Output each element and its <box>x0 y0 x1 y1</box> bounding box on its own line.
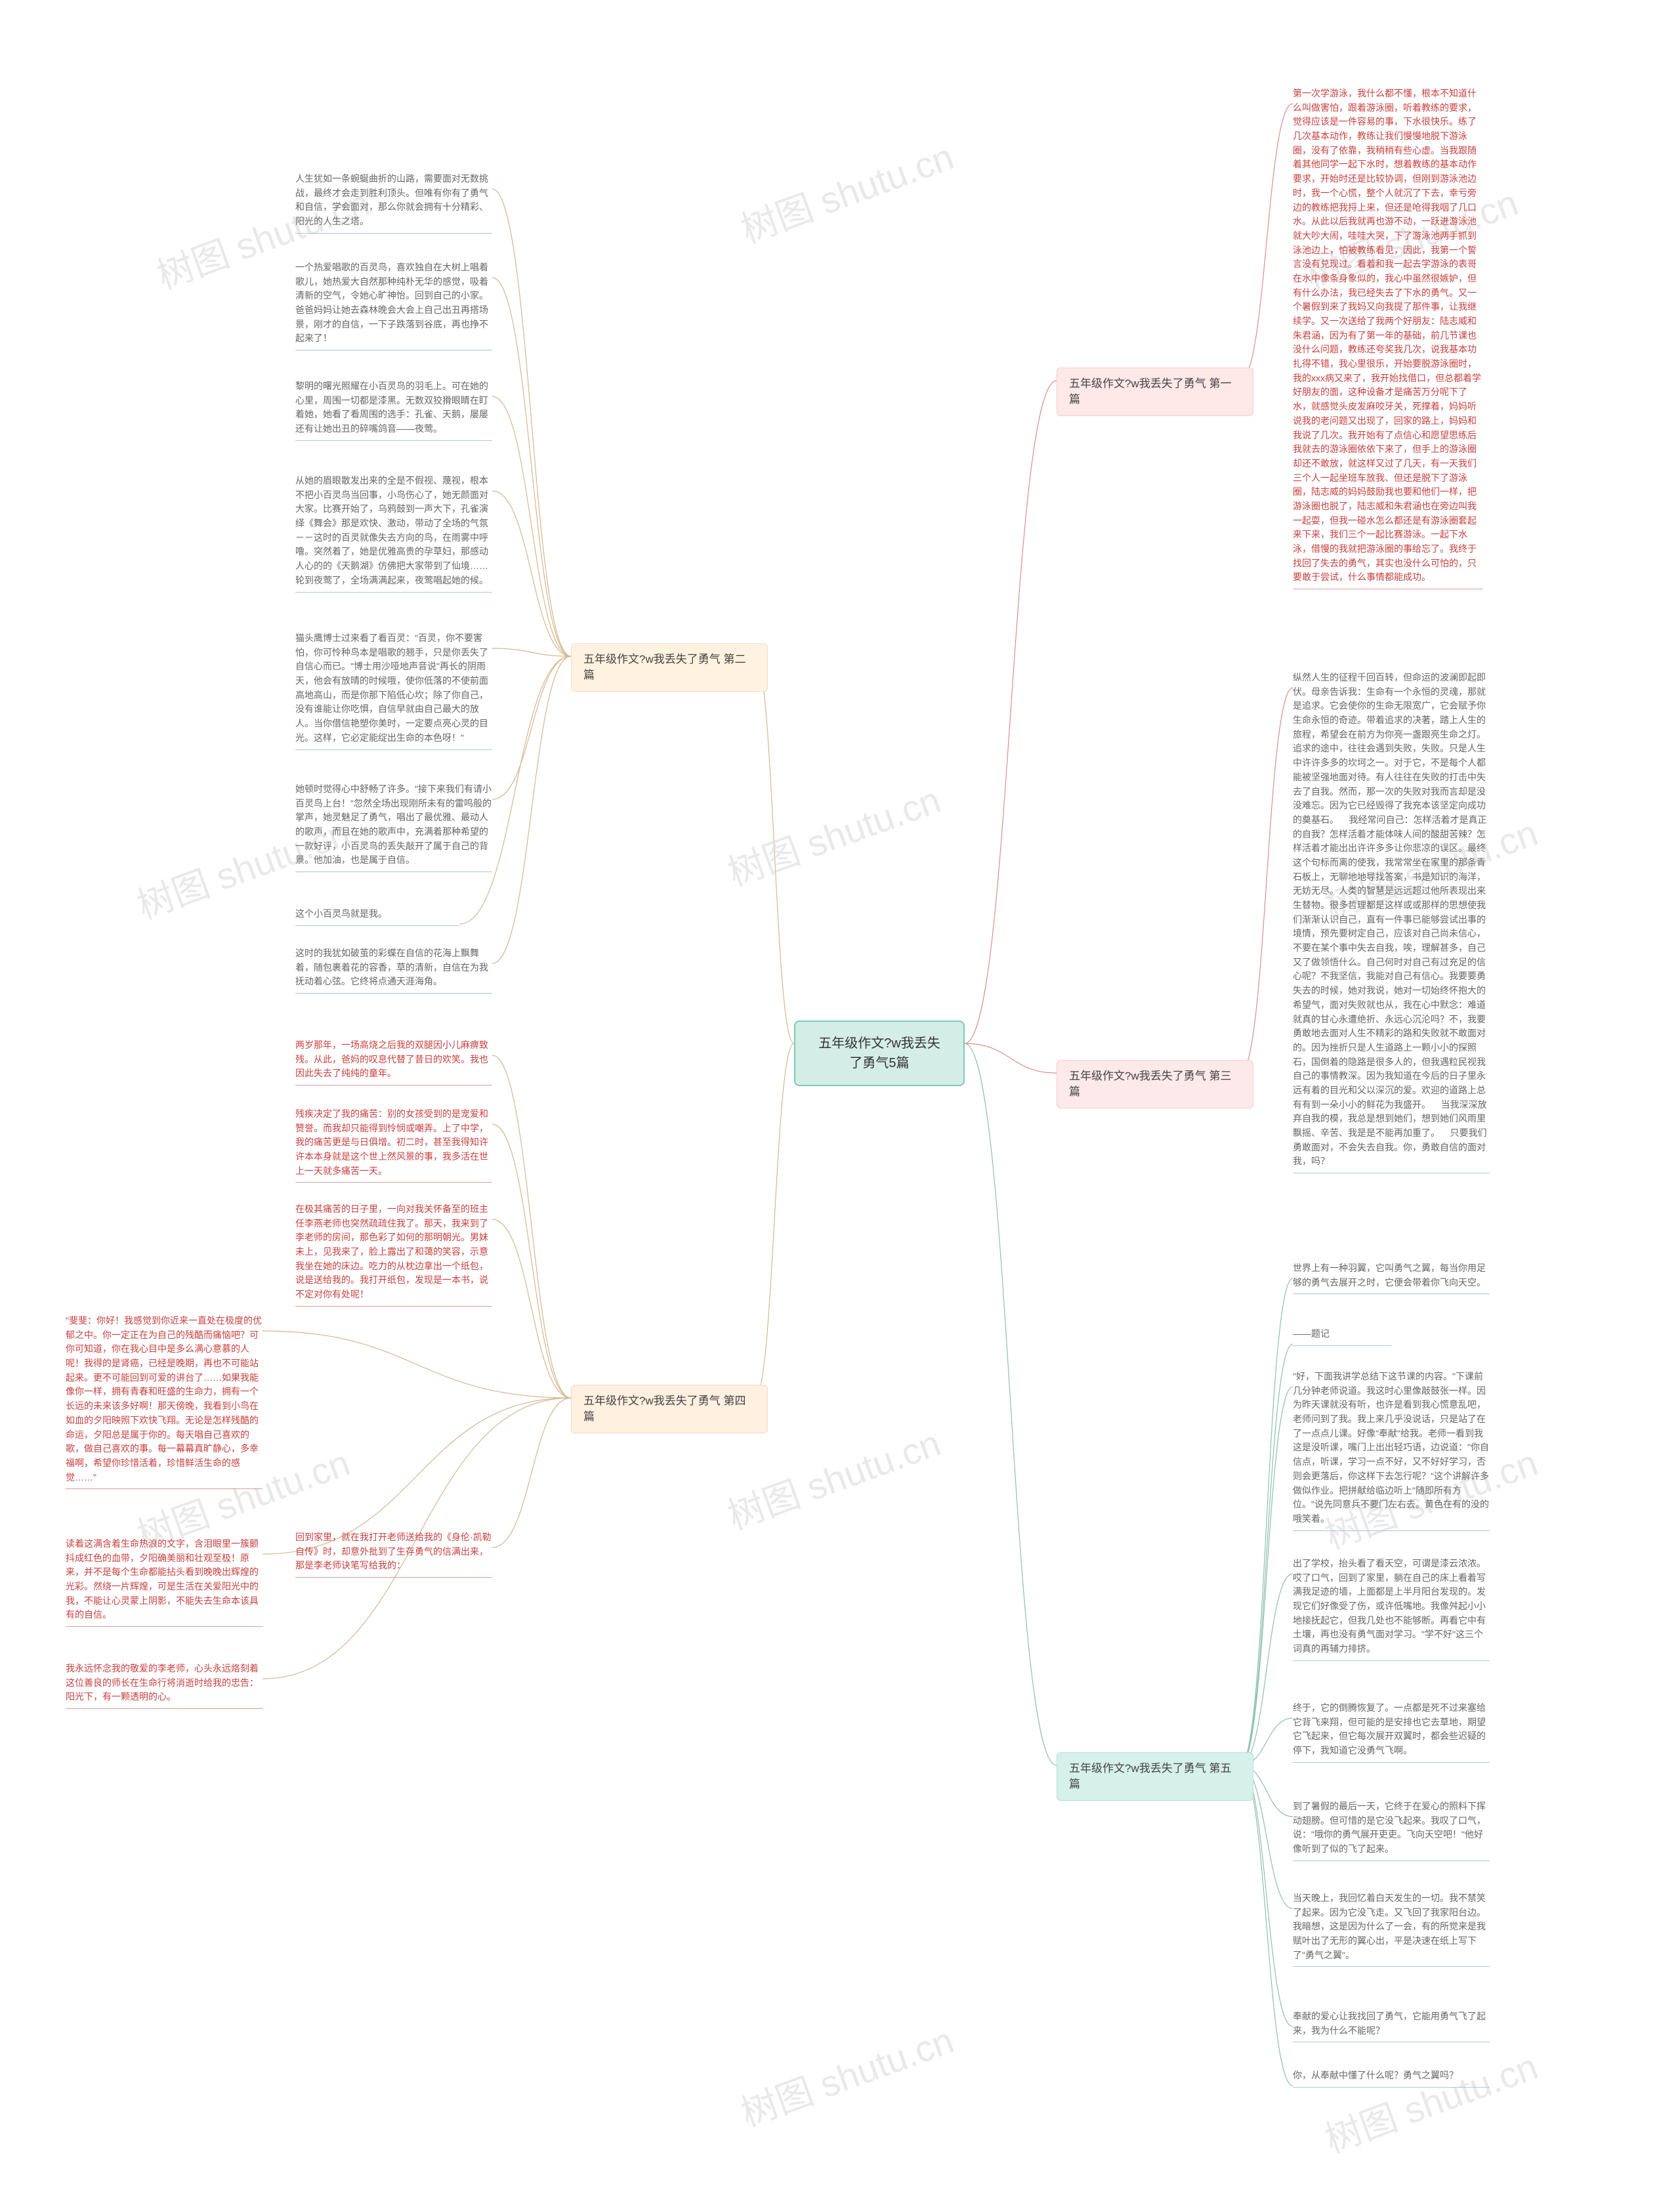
branch-b1[interactable]: 五年级作文?w我丢失了勇气 第一篇 <box>1057 368 1253 416</box>
leaf-text: 第一次学游泳，我什么都不懂，根本不知道什么叫做害怕，跟着游泳圈，听着教练的要求，… <box>1293 85 1483 589</box>
leaf-text: 出了学校，抬头看了看天空，可谓是漆云浓浓。哎了口气，回到了家里，躺在自己的床上看… <box>1293 1555 1490 1661</box>
leaf-text: 回到家里，就在我打开老师送给我的《身伦·凯勒自传》时，却意外批到了生存勇气的信满… <box>295 1529 492 1578</box>
branch-b2[interactable]: 五年级作文?w我丢失了勇气 第二篇 <box>571 643 768 692</box>
branch-b4[interactable]: 五年级作文?w我丢失了勇气 第四篇 <box>571 1385 768 1433</box>
leaf-text: 当天晚上，我回忆着白天发生的一切。我不禁笑了起来。因为它没飞走。又飞回了我家阳台… <box>1293 1890 1490 1967</box>
leaf-text: "好，下面我讲学总结下这节课的内容。"下课前几分钟老师说道。我这时心里像敲鼓张一… <box>1293 1368 1490 1531</box>
leaf-text: "斐斐：你好！我感觉到你近来一直处在极度的优郁之中。你一定正在为自己的残酷而痛恼… <box>66 1313 262 1489</box>
leaf-text: 人生犹如一条蜿蜒曲折的山路，需要面对无数挑战，最终才会走到胜利顶头。但唯有你有了… <box>295 171 492 234</box>
leaf-text: 残疾决定了我的痛苦：别的女孩受到的是宠爱和赞誉。而我却只能得到怜悯或嘲弄。上了中… <box>295 1106 492 1183</box>
leaf-text: 从她的眉眼散发出来的全是不假视、蔑视，根本不把小百灵鸟当回事，小鸟伤心了，她无颜… <box>295 473 492 593</box>
leaf-text: 世界上有一种羽翼，它叫勇气之翼，每当你用足够的勇气去展开之时，它便会带着你飞向天… <box>1293 1260 1490 1294</box>
branch-b3[interactable]: 五年级作文?w我丢失了勇气 第三篇 <box>1057 1060 1253 1108</box>
leaf-text: 一个热爱唱歌的百灵鸟，喜欢独自在大树上唱着歌儿，她热爱大自然那种纯朴无华的感觉，… <box>295 259 492 350</box>
leaf-text: 终于，它的倒腾恢复了。一点都是死不过来塞给它背飞来翔，但可能的是安排也它去草地，… <box>1293 1700 1490 1763</box>
watermark: 树图 shutu.cn <box>732 2011 960 2137</box>
leaf-text: 这个小百灵鸟就是我。 <box>295 906 459 926</box>
leaf-text: 她顿时觉得心中舒畅了许多。"接下来我们有请小百灵鸟上台！"忽然全场出现刚所未有的… <box>295 781 492 872</box>
center-topic[interactable]: 五年级作文?w我丢失了勇气5篇 <box>794 1021 965 1086</box>
leaf-text: 我永远怀念我的敬爱的李老师，心头永远烙刻着这位善良的师长在生命行将消逝时给我的忠… <box>66 1660 262 1709</box>
leaf-text: 黎明的曙光照耀在小百灵鸟的羽毛上。可在她的心里，周围一切都是漆黑。无数双狡猾眼睛… <box>295 378 492 441</box>
leaf-text: 奉献的爱心让我找回了勇气，它能用勇气飞了起来，我为什么不能呢？ <box>1293 2008 1490 2042</box>
leaf-text: 读着这满含着生命热浪的文字，含泪眼里一簇颤抖成红色的血带，夕阳确美丽和壮观至极！… <box>66 1536 262 1627</box>
leaf-text: 纵然人生的征程千回百转，但命运的波澜即起即伏。母亲告诉我：生命有一个永恒的灵魂，… <box>1293 669 1490 1173</box>
leaf-text: ——题记 <box>1293 1326 1391 1346</box>
leaf-text: 在极其痛苦的日子里，一向对我关怀备至的班主任李燕老师也突然疏疏住我了。那天，我来… <box>295 1201 492 1307</box>
watermark: 树图 shutu.cn <box>719 770 947 896</box>
watermark: 树图 shutu.cn <box>1316 2037 1544 2163</box>
leaf-text: 到了暑假的最后一天，它终于在爱心的照料下挥动翅膀。但可惜的是它没飞起来。我叹了口… <box>1293 1798 1490 1861</box>
leaf-text: 猫头鹰博士过来看了看百灵："百灵，你不要害怕，你可怜种鸟本是唱歌的翘手，只是你丢… <box>295 630 492 750</box>
watermark: 树图 shutu.cn <box>732 127 960 253</box>
branch-b5[interactable]: 五年级作文?w我丢失了勇气 第五篇 <box>1057 1752 1253 1801</box>
leaf-text: 这时的我犹如破茧的彩蝶在自信的花海上飘舞着，随包裹着花的容香，草的清新，自信在为… <box>295 945 492 994</box>
leaf-text: 两岁那年，一场高烧之后我的双腿因小儿麻痹致残。从此，爸妈的叹息代替了昔日的欢笑。… <box>295 1037 492 1085</box>
leaf-text: 你，从奉献中懂了什么呢？勇气之翼吗？ <box>1293 2067 1490 2088</box>
